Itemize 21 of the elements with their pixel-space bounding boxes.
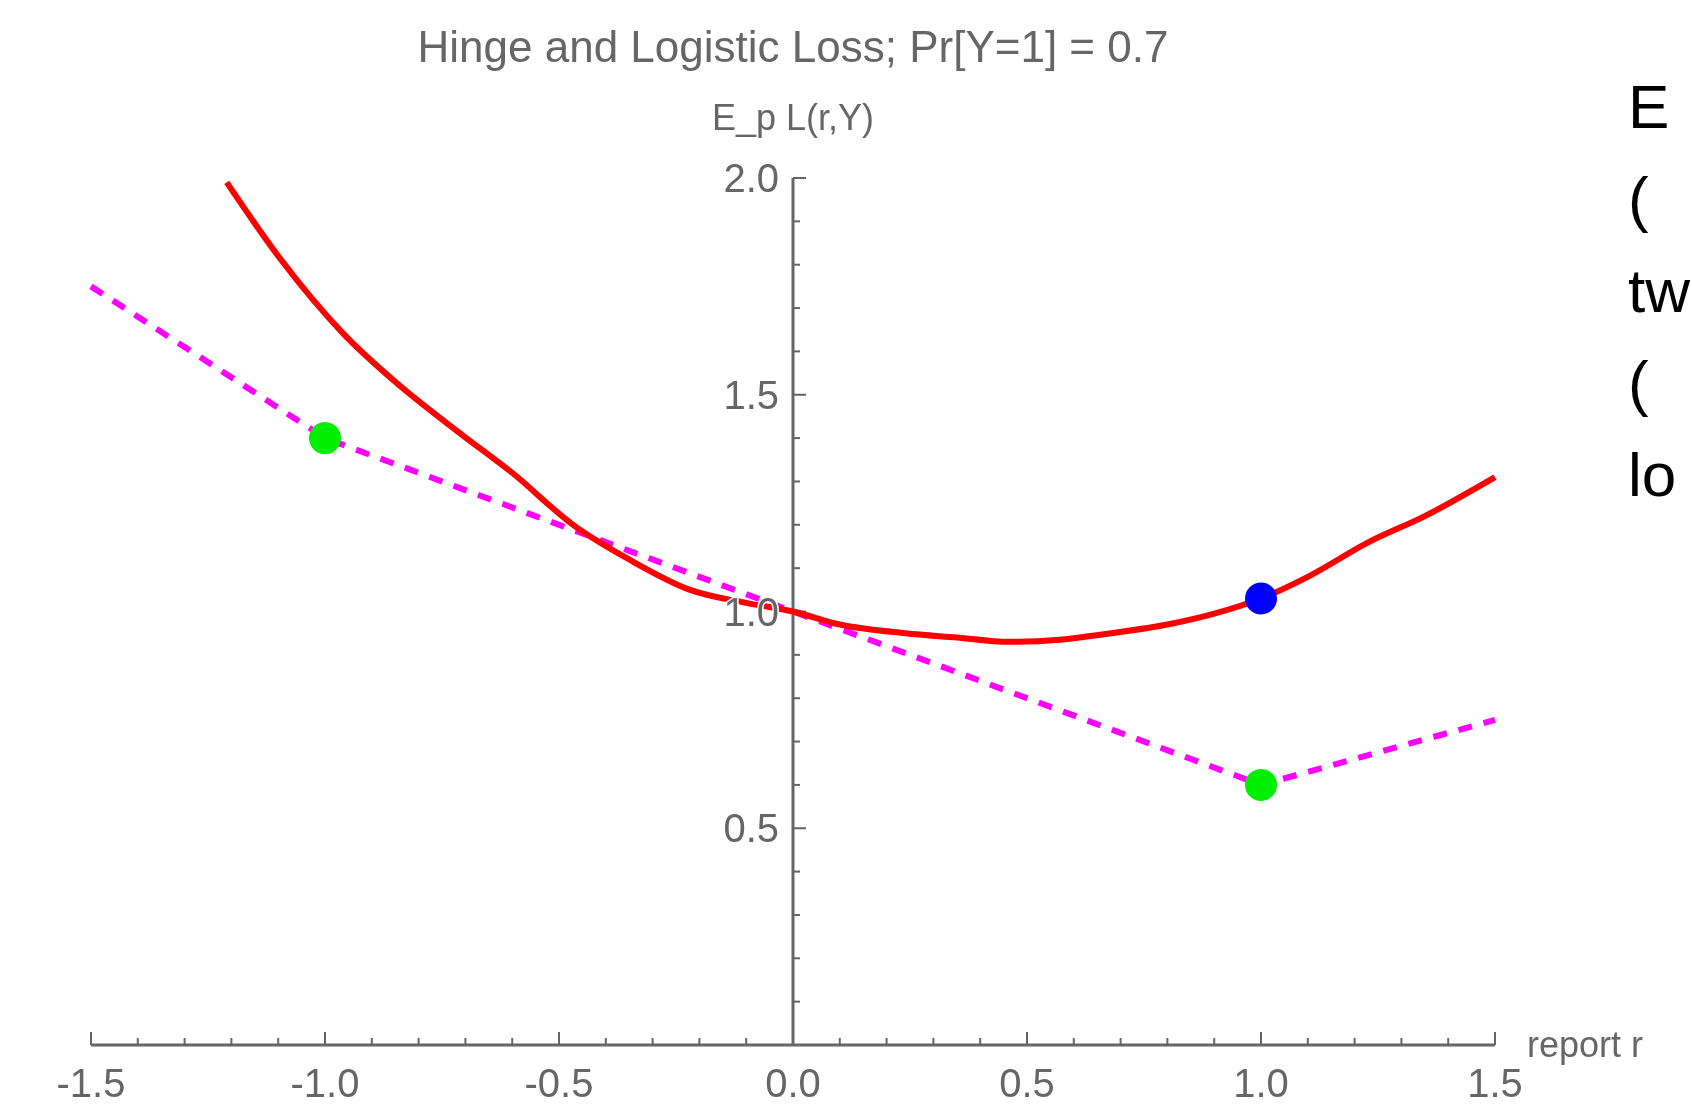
y-axis-title: E_p L(r,Y): [711, 97, 875, 138]
x-tick-label: -1.5: [56, 1061, 126, 1105]
point: [1245, 768, 1277, 801]
text: (: [1628, 348, 1649, 417]
x-tick-label: 1.0: [1233, 1061, 1289, 1105]
x-tick-label: -0.5: [524, 1061, 594, 1105]
x-tick-label: 1.5: [1467, 1061, 1523, 1105]
text: tw: [1628, 256, 1691, 325]
x-tick-label: 0.5: [999, 1061, 1055, 1105]
y-tick-label: 1.5: [723, 372, 779, 417]
x-axis-title: report r: [1527, 1024, 1644, 1065]
text: E: [1628, 72, 1670, 141]
chart-title: Hinge and Logistic Loss; Pr[Y=1] = 0.7: [417, 22, 1169, 71]
text: (: [1628, 164, 1649, 233]
point: [1245, 582, 1277, 615]
text: lo: [1628, 440, 1677, 509]
x-tick-label: -1.0: [290, 1061, 360, 1105]
point: [309, 422, 341, 455]
y-tick-label: 2.0: [723, 156, 779, 200]
x-tick-label: 0.0: [765, 1061, 821, 1105]
y-tick-label: 0.5: [723, 806, 779, 851]
